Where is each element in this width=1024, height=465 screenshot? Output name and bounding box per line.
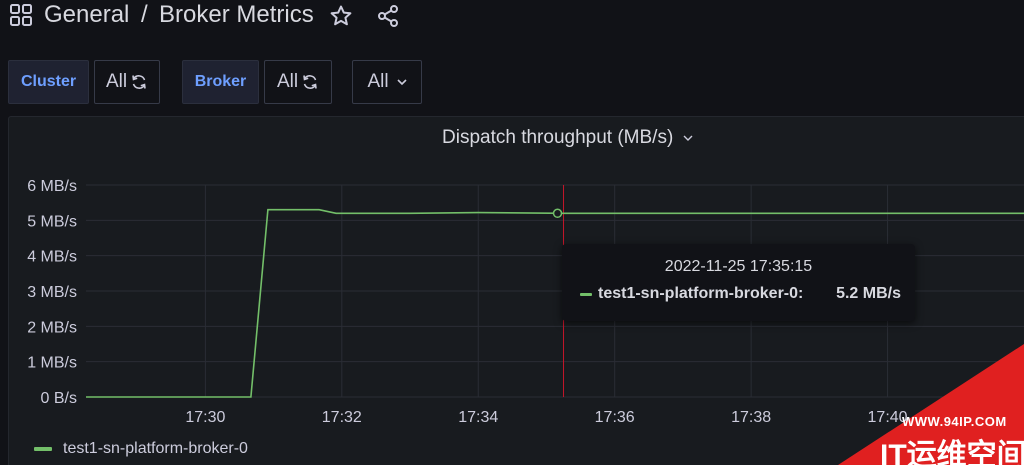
panel-title[interactable]: Dispatch throughput (MB/s) <box>442 127 674 148</box>
chevron-down-icon <box>396 79 407 86</box>
series-lines <box>86 208 1024 398</box>
breadcrumb-folder[interactable]: General <box>44 1 130 28</box>
x-tick-label: 17:38 <box>731 409 771 426</box>
refresh-icon <box>303 75 317 89</box>
star-icon[interactable] <box>329 4 353 28</box>
extra-variable-value: All <box>367 71 389 92</box>
broker-variable-select[interactable]: All <box>264 60 332 104</box>
y-tick-label: 4 MB/s <box>27 249 77 266</box>
y-tick-label: 3 MB/s <box>27 284 77 301</box>
tooltip-series-value: 5.2 MB/s <box>836 285 901 302</box>
cluster-variable-value: All <box>105 71 128 92</box>
y-tick-label: 2 MB/s <box>27 319 77 336</box>
broker-variable-value: All <box>276 71 299 92</box>
hover-tooltip: 2022-11-25 17:35:15 test1-sn-platform-br… <box>562 244 915 321</box>
cluster-variable-label: Cluster <box>8 60 89 104</box>
x-axis: 17:30 17:32 17:34 17:36 17:38 17:40 <box>185 409 907 426</box>
y-tick-label: 5 MB/s <box>27 213 77 230</box>
x-tick-label: 17:40 <box>868 409 908 426</box>
tooltip-time: 2022-11-25 17:35:15 <box>664 258 813 275</box>
legend-swatch <box>34 447 52 451</box>
legend-label[interactable]: test1-sn-platform-broker-0 <box>63 440 248 457</box>
dashboards-grid-icon[interactable] <box>10 4 32 26</box>
tooltip-series-name: test1-sn-platform-broker-0: <box>598 285 804 302</box>
chevron-down-icon[interactable] <box>683 134 693 142</box>
tooltip-series-swatch <box>580 293 592 296</box>
broker-variable-label: Broker <box>182 60 259 104</box>
dashboard-header: General / Broker Metrics <box>0 0 1024 34</box>
dashboard-title[interactable]: Broker Metrics <box>159 1 314 28</box>
x-tick-label: 17:30 <box>185 409 225 426</box>
y-tick-label: 6 MB/s <box>27 178 77 195</box>
panel-header[interactable]: Dispatch throughput (MB/s) <box>442 127 693 149</box>
y-tick-label: 0 B/s <box>41 390 77 407</box>
legend-item[interactable]: test1-sn-platform-broker-0 <box>34 440 248 458</box>
extra-variable-select[interactable]: All <box>352 60 422 104</box>
y-axis: 0 B/s 1 MB/s 2 MB/s 3 MB/s 4 MB/s 5 MB/s 6 MB/… <box>27 178 77 407</box>
series-line-test1-sn-platform-broker-0 <box>86 208 1024 398</box>
y-tick-label: 1 MB/s <box>27 355 77 372</box>
share-icon[interactable] <box>376 4 400 28</box>
breadcrumb-separator: / <box>141 1 148 28</box>
cluster-variable-select[interactable]: All <box>94 60 160 104</box>
refresh-icon <box>132 75 146 89</box>
x-tick-label: 17:36 <box>595 409 635 426</box>
x-tick-label: 17:34 <box>458 409 498 426</box>
x-tick-label: 17:32 <box>322 409 362 426</box>
hover-point <box>552 208 563 219</box>
